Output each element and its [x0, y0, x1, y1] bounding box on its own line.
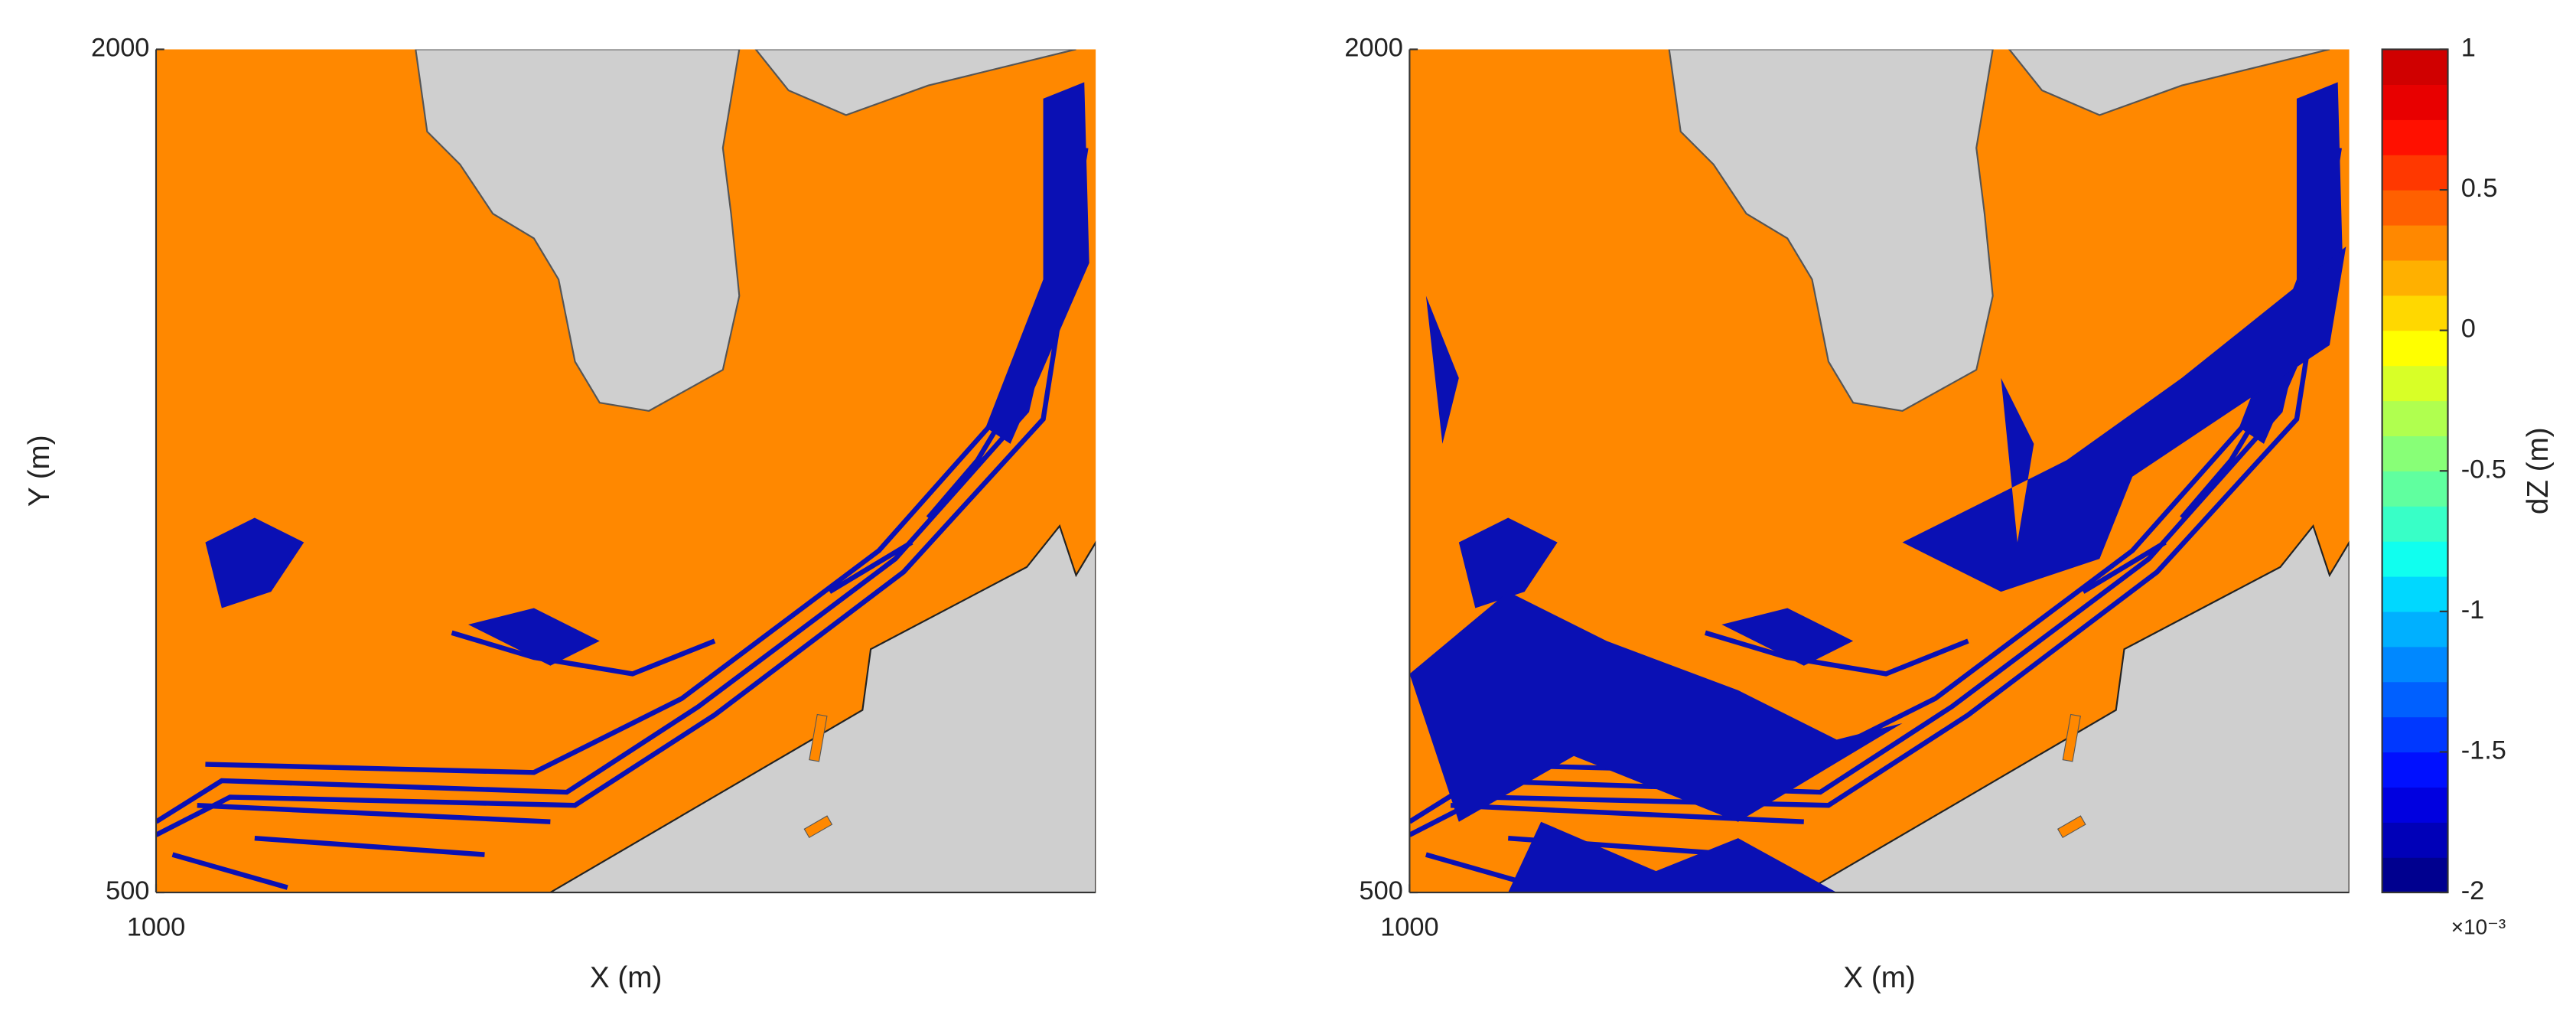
- colorbar-band: [2382, 681, 2448, 718]
- colorbar-band: [2382, 119, 2448, 155]
- colorbar-band: [2382, 295, 2448, 331]
- colorbar-label: dZ (m): [2522, 427, 2555, 514]
- colorbar-band: [2382, 259, 2448, 296]
- x-axis-label: X (m): [1843, 961, 1915, 994]
- colorbar-band: [2382, 506, 2448, 542]
- x-tick-label: 1000: [1380, 912, 1438, 941]
- colorbar-tick-label: 0: [2461, 315, 2476, 344]
- colorbar-tick-label: -1.5: [2461, 736, 2506, 765]
- colorbar-band: [2382, 400, 2448, 436]
- map-right: [1409, 49, 2349, 893]
- colorbar-tick-label: 1: [2461, 34, 2476, 63]
- colorbar-tick-label: 0.5: [2461, 174, 2498, 203]
- colorbar-tick-label: -1: [2461, 595, 2485, 625]
- y-tick-label: 500: [106, 876, 149, 905]
- colorbar-band: [2382, 365, 2448, 402]
- colorbar-band: [2382, 435, 2448, 471]
- colorbar-band: [2382, 716, 2448, 753]
- colorbar-multiplier: ×10⁻³: [2451, 915, 2506, 939]
- colorbar-band: [2382, 330, 2448, 367]
- colorbar-band: [2382, 190, 2448, 226]
- colorbar-band: [2382, 49, 2448, 86]
- colorbar-tick-label: -2: [2461, 876, 2485, 905]
- colorbar-tick-label: -0.5: [2461, 455, 2506, 484]
- x-tick-label: 1000: [127, 912, 185, 941]
- colorbar-band: [2382, 224, 2448, 261]
- colorbar-band: [2382, 752, 2448, 788]
- colorbar-band: [2382, 646, 2448, 683]
- colorbar-band: [2382, 787, 2448, 823]
- colorbar-band: [2382, 155, 2448, 191]
- map-left: [156, 49, 1096, 892]
- colorbar-band: [2382, 84, 2448, 120]
- colorbar-band: [2382, 857, 2448, 893]
- y-axis-label: Y (m): [23, 435, 56, 507]
- x-axis-label: X (m): [590, 961, 662, 994]
- colorbar-band: [2382, 576, 2448, 612]
- y-tick-label: 500: [1360, 876, 1403, 905]
- colorbar-band: [2382, 541, 2448, 577]
- colorbar-band: [2382, 611, 2448, 648]
- colorbar-band: [2382, 471, 2448, 507]
- colorbar-band: [2382, 822, 2448, 858]
- y-tick-label: 2000: [91, 34, 149, 63]
- y-tick-label: 2000: [1344, 34, 1402, 63]
